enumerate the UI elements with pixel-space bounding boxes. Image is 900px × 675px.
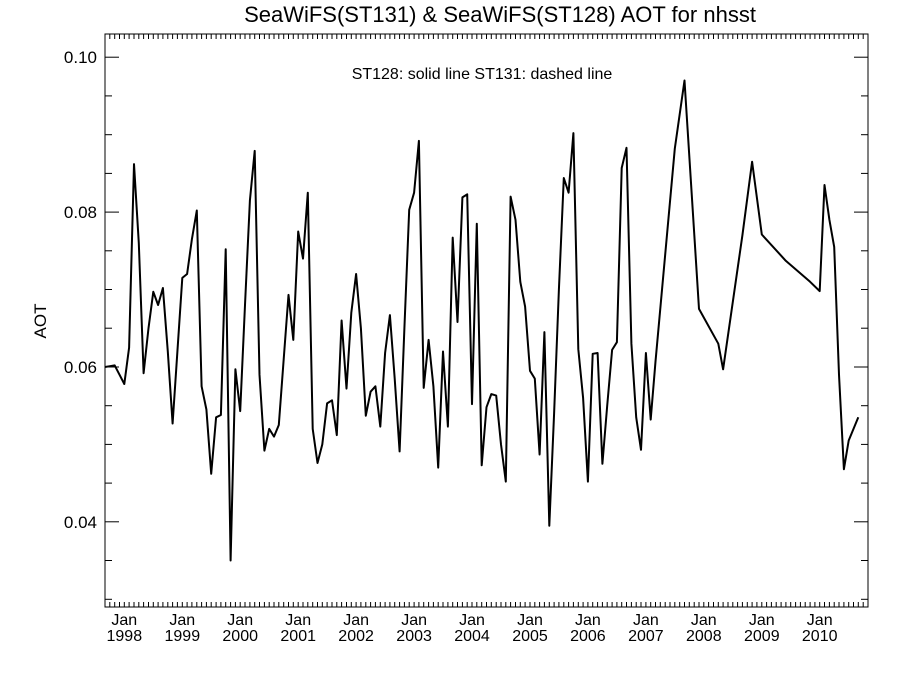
y-tick-label: 0.08: [64, 203, 97, 222]
x-tick-month-label: Jan: [807, 612, 833, 629]
y-tick-label: 0.10: [64, 48, 97, 67]
x-tick-month-label: Jan: [633, 612, 659, 629]
x-tick-year-label: 2008: [686, 628, 722, 645]
y-tick-label: 0.06: [64, 358, 97, 377]
y-tick-label: 0.04: [64, 513, 97, 532]
x-axis-ticks: Jan1998Jan1999Jan2000Jan2001Jan2002Jan20…: [107, 34, 864, 645]
chart-title: SeaWiFS(ST131) & SeaWiFS(ST128) AOT for …: [244, 2, 756, 27]
legend-annotation: ST128: solid line ST131: dashed line: [352, 66, 613, 83]
x-tick-month-label: Jan: [401, 612, 427, 629]
x-tick-month-label: Jan: [285, 612, 311, 629]
x-tick-year-label: 2000: [222, 628, 258, 645]
y-axis-label: AOT: [31, 304, 50, 339]
x-tick-month-label: Jan: [749, 612, 775, 629]
plot-frame: [104, 33, 869, 608]
x-tick-year-label: 2006: [570, 628, 606, 645]
x-tick-month-label: Jan: [111, 612, 137, 629]
x-tick-year-label: 2007: [628, 628, 664, 645]
x-tick-month-label: Jan: [691, 612, 717, 629]
series-layer: [104, 79, 860, 562]
x-tick-year-label: 1999: [165, 628, 201, 645]
x-tick-year-label: 2010: [802, 628, 838, 645]
x-tick-month-label: Jan: [575, 612, 601, 629]
x-tick-month-label: Jan: [459, 612, 485, 629]
series-line-st128: [104, 79, 860, 562]
x-tick-year-label: 2001: [280, 628, 316, 645]
x-tick-month-label: Jan: [517, 612, 543, 629]
x-tick-year-label: 2005: [512, 628, 548, 645]
x-tick-month-label: Jan: [343, 612, 369, 629]
x-tick-year-label: 2004: [454, 628, 490, 645]
x-tick-month-label: Jan: [227, 612, 253, 629]
x-tick-month-label: Jan: [169, 612, 195, 629]
y-axis-ticks: 0.04 0.06 0.08 0.10: [64, 48, 868, 600]
x-tick-year-label: 1998: [107, 628, 143, 645]
x-tick-year-label: 2002: [338, 628, 374, 645]
x-tick-year-label: 2009: [744, 628, 780, 645]
x-tick-year-label: 2003: [396, 628, 432, 645]
